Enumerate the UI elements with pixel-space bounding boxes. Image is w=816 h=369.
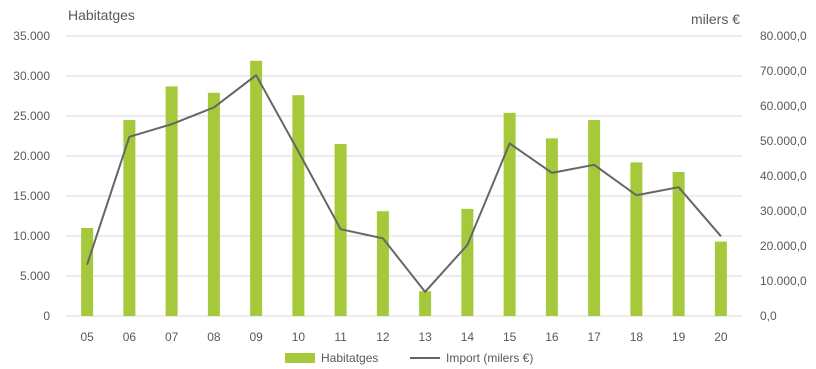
bar <box>123 120 136 316</box>
x-axis-ticks: 05 06 07 08 09 10 11 12 13 14 15 16 17 18 19 20 <box>80 330 727 344</box>
line-point <box>86 264 88 266</box>
right-tick-label: 80.000,0 <box>760 29 807 43</box>
bar <box>672 172 685 316</box>
line-point <box>551 172 553 174</box>
left-tick-label: 25.000 <box>13 109 50 123</box>
bar <box>461 208 474 316</box>
bar <box>503 112 516 316</box>
line-series <box>86 74 722 293</box>
right-tick-label: 10.000,0 <box>760 274 807 288</box>
bar <box>419 291 432 316</box>
x-tick-label: 15 <box>503 330 517 344</box>
line-point <box>593 164 595 166</box>
bar <box>588 120 601 316</box>
line-point <box>509 142 511 144</box>
left-tick-label: 15.000 <box>13 189 50 203</box>
right-tick-label: 40.000,0 <box>760 169 807 183</box>
left-axis-ticks: 0 5.000 10.000 15.000 20.000 25.000 30.000 35.0… <box>13 29 50 323</box>
line-point <box>340 228 342 230</box>
line-point <box>255 74 257 76</box>
x-tick-label: 16 <box>545 330 559 344</box>
right-tick-label: 0,0 <box>760 309 777 323</box>
bar <box>81 228 94 316</box>
x-tick-label: 13 <box>418 330 432 344</box>
line-point <box>297 151 299 152</box>
left-tick-label: 30.000 <box>13 69 50 83</box>
bar <box>545 138 558 316</box>
left-tick-label: 5.000 <box>20 269 50 283</box>
x-tick-label: 05 <box>80 330 94 344</box>
x-tick-label: 07 <box>165 330 179 344</box>
x-tick-label: 09 <box>249 330 263 344</box>
line-point <box>128 136 130 138</box>
bar <box>250 60 263 316</box>
left-tick-label: 10.000 <box>13 229 50 243</box>
line-point <box>171 123 173 125</box>
right-tick-label: 60.000,0 <box>760 99 807 113</box>
bar <box>376 211 389 316</box>
right-tick-label: 70.000,0 <box>760 64 807 78</box>
left-tick-label: 0 <box>43 309 50 323</box>
x-tick-label: 06 <box>123 330 137 344</box>
left-tick-label: 35.000 <box>13 29 50 43</box>
x-tick-label: 08 <box>207 330 221 344</box>
x-tick-label: 19 <box>672 330 686 344</box>
bar <box>165 86 178 317</box>
legend: Habitatges Import (milers €) <box>285 351 533 365</box>
right-tick-label: 30.000,0 <box>760 204 807 218</box>
x-tick-label: 10 <box>292 330 306 344</box>
right-tick-label: 50.000,0 <box>760 134 807 148</box>
gridlines <box>66 35 742 317</box>
line-point <box>466 244 468 246</box>
line-point <box>213 106 215 108</box>
bar <box>292 95 305 316</box>
right-axis-title: milers € <box>691 11 740 27</box>
line-point <box>382 237 384 239</box>
x-tick-label: 11 <box>334 330 347 344</box>
legend-label-bar: Habitatges <box>321 351 378 365</box>
line-point <box>720 235 722 237</box>
line-point <box>424 291 426 293</box>
x-tick-label: 12 <box>376 330 390 344</box>
bar <box>630 162 643 316</box>
bar <box>207 92 220 316</box>
legend-swatch-bar <box>285 353 315 363</box>
legend-label-line: Import (milers €) <box>446 351 533 365</box>
right-axis-ticks: 0,0 10.000,0 20.000,0 30.000,0 40.000,0 50.00… <box>760 29 807 323</box>
bar-series <box>81 60 727 317</box>
right-tick-label: 20.000,0 <box>760 239 807 253</box>
line-path <box>86 74 722 293</box>
line-point <box>678 186 680 188</box>
x-tick-label: 17 <box>587 330 601 344</box>
left-tick-label: 20.000 <box>13 149 50 163</box>
line-point <box>635 194 637 196</box>
x-tick-label: 18 <box>630 330 644 344</box>
x-tick-label: 20 <box>714 330 728 344</box>
bar <box>714 241 727 316</box>
left-axis-title: Habitatges <box>68 7 135 23</box>
x-tick-label: 14 <box>461 330 475 344</box>
